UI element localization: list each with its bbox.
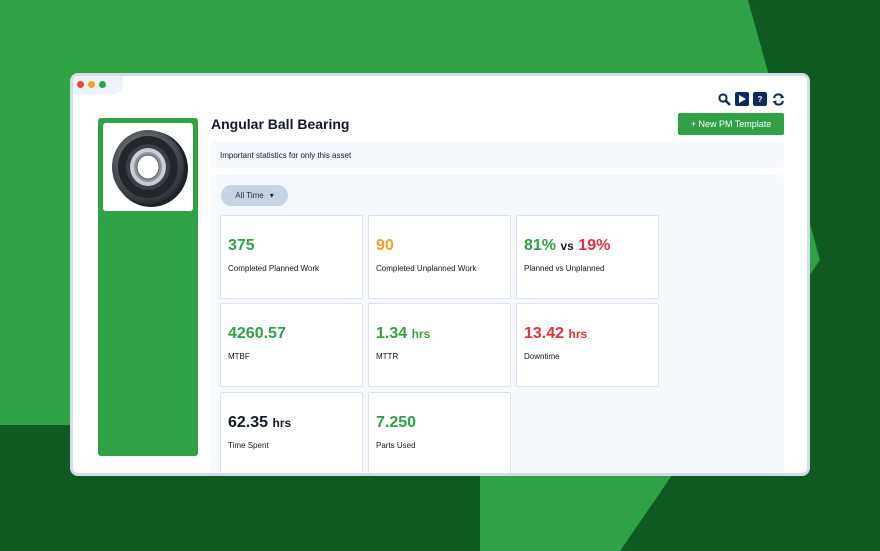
time-filter-label: All Time	[235, 191, 264, 200]
stat-card-mttr: 1.34 hrs MTTR	[368, 303, 511, 387]
stat-card-parts-used: 7.250 Parts Used	[368, 392, 511, 473]
stat-label: MTBF	[228, 352, 250, 361]
stat-label: Completed Unplanned Work	[376, 264, 477, 273]
stat-label: Time Spent	[228, 441, 269, 450]
stat-value: 81% vs 19%	[524, 237, 610, 255]
stat-card-downtime: 13.42 hrs Downtime	[516, 303, 659, 387]
close-dot-icon[interactable]	[77, 81, 84, 88]
stat-value: 13.42 hrs	[524, 325, 587, 343]
window-titlebar	[73, 76, 123, 94]
stat-card-completed-unplanned: 90 Completed Unplanned Work	[368, 215, 511, 299]
stat-value: 1.34 hrs	[376, 325, 430, 343]
stat-card-time-spent: 62.35 hrs Time Spent	[220, 392, 363, 473]
stat-value: 375	[228, 237, 255, 254]
minimize-dot-icon[interactable]	[88, 81, 95, 88]
ball-bearing-image	[103, 123, 193, 211]
toolbar: ?	[717, 92, 785, 106]
mttr-value: 1.34	[376, 325, 408, 342]
stat-label: Parts Used	[376, 441, 416, 450]
new-pm-template-button[interactable]: + New PM Template	[678, 113, 784, 135]
asset-sidebar	[98, 118, 198, 456]
app-window: ? Angula	[70, 73, 810, 476]
unplanned-percent: 19%	[578, 237, 611, 254]
asset-title: Angular Ball Bearing	[211, 116, 350, 132]
planned-percent: 81%	[524, 237, 557, 254]
downtime-unit: hrs	[568, 327, 588, 341]
stat-label: MTTR	[376, 352, 399, 361]
stat-card-completed-planned: 375 Completed Planned Work	[220, 215, 363, 299]
info-bar: Important statistics for only this asset	[211, 142, 784, 168]
chevron-down-icon: ▾	[269, 191, 274, 200]
maximize-dot-icon[interactable]	[99, 81, 106, 88]
mttr-unit: hrs	[411, 327, 431, 341]
stat-value: 62.35 hrs	[228, 414, 291, 432]
stat-card-planned-vs-unplanned: 81% vs 19% Planned vs Unplanned	[516, 215, 659, 299]
stat-label: Planned vs Unplanned	[524, 264, 605, 273]
stat-value: 90	[376, 237, 394, 254]
stat-label: Downtime	[524, 352, 560, 361]
stat-value: 7.250	[376, 414, 417, 431]
time-filter-dropdown[interactable]: All Time ▾	[221, 185, 288, 206]
vs-text: vs	[560, 239, 574, 253]
stat-card-mtbf: 4260.57 MTBF	[220, 303, 363, 387]
stat-value: 4260.57	[228, 325, 286, 342]
time-spent-unit: hrs	[272, 416, 292, 430]
refresh-icon[interactable]	[771, 92, 785, 106]
stats-panel: All Time ▾ 375 Completed Planned Work 90…	[211, 175, 784, 473]
stat-label: Completed Planned Work	[228, 264, 320, 273]
time-spent-value: 62.35	[228, 414, 269, 431]
info-text: Important statistics for only this asset	[220, 150, 352, 160]
downtime-value: 13.42	[524, 325, 565, 342]
help-icon[interactable]: ?	[753, 92, 767, 106]
play-icon[interactable]	[735, 92, 749, 106]
search-icon[interactable]	[717, 92, 731, 106]
